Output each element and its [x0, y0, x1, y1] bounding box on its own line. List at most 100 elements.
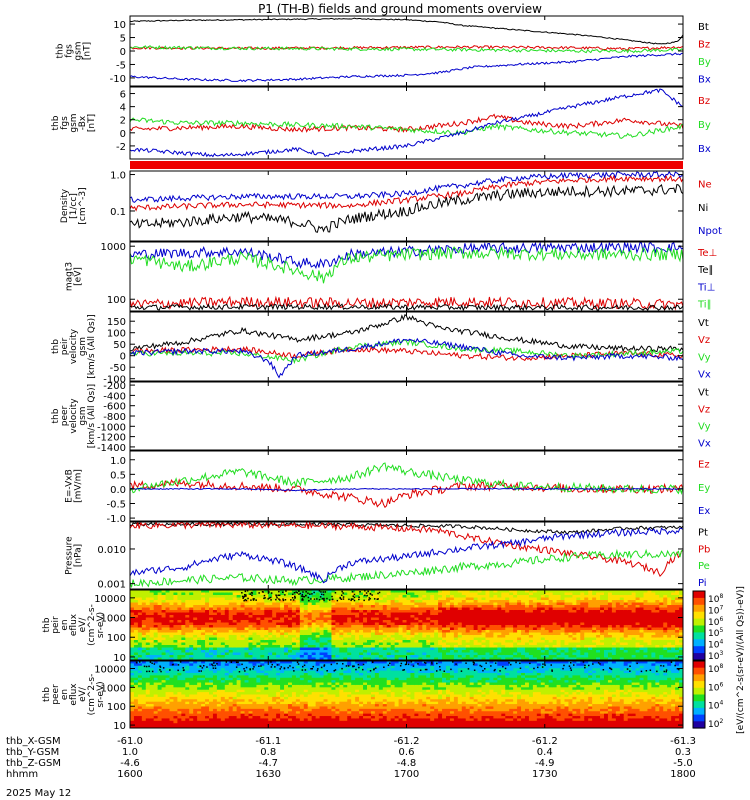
heatmap-cell: [422, 652, 427, 656]
heatmap-cell: [343, 592, 348, 596]
heatmap-cell: [489, 627, 494, 631]
heatmap-cell: [465, 652, 471, 656]
heatmap-cell: [268, 612, 273, 616]
heatmap-cell: [584, 602, 589, 606]
heatmap-cell: [165, 701, 170, 705]
heatmap-speckle: [320, 591, 322, 593]
heatmap-cell: [260, 622, 265, 626]
heatmap-cell: [232, 600, 238, 603]
heatmap-cell: [339, 642, 344, 646]
heatmap-cell: [205, 600, 210, 603]
heatmap-cell: [157, 635, 163, 638]
heatmap-cell: [493, 647, 498, 651]
heatmap-cell: [355, 652, 360, 656]
heatmap-cell: [232, 630, 238, 633]
heatmap-cell: [394, 612, 400, 616]
heatmap-cell: [378, 605, 384, 608]
heatmap-cell: [406, 637, 411, 641]
heatmap-cell: [592, 610, 597, 613]
heatmap-cell: [521, 592, 526, 596]
heatmap-cell: [481, 597, 486, 601]
heatmap-cell: [224, 642, 230, 646]
heatmap-cell: [671, 615, 676, 618]
heatmap-cell: [422, 627, 427, 631]
heatmap-cell: [367, 612, 372, 616]
heatmap-cell: [193, 720, 198, 724]
heatmap-cell: [477, 597, 483, 601]
heatmap-speckle: [278, 598, 280, 600]
heatmap-cell: [430, 650, 435, 653]
heatmap-cell: [386, 617, 392, 621]
heatmap-speckle: [277, 594, 280, 596]
heatmap-speckle: [242, 596, 245, 598]
heatmap-cell: [295, 625, 301, 628]
heatmap-speckle: [348, 598, 350, 601]
heatmap-cell: [355, 612, 360, 616]
heatmap-cell: [201, 701, 206, 705]
heatmap-cell: [655, 592, 660, 596]
heatmap-cell: [185, 708, 190, 712]
heatmap-cell: [430, 607, 435, 611]
heatmap-cell: [205, 635, 210, 638]
heatmap-cell: [473, 625, 479, 628]
heatmap-cell: [548, 652, 554, 656]
heatmap-cell: [663, 612, 668, 616]
heatmap-cell: [434, 590, 439, 593]
heatmap-cell: [513, 600, 518, 603]
heatmap-cell: [173, 647, 178, 651]
heatmap-cell: [631, 620, 637, 623]
heatmap-cell: [576, 622, 581, 626]
heatmap-cell: [323, 620, 328, 623]
heatmap-cell: [145, 600, 151, 603]
legend-entry: Pe: [698, 561, 710, 572]
heatmap-cell: [643, 612, 648, 616]
heatmap-cell: [220, 657, 226, 661]
heatmap-cell: [205, 647, 210, 651]
heatmap-cell: [675, 657, 680, 661]
heatmap-cell: [382, 642, 388, 646]
heatmap-cell: [264, 615, 269, 618]
heatmap-cell: [497, 600, 502, 603]
heatmap-cell: [623, 652, 629, 656]
heatmap-cell: [201, 652, 206, 656]
heatmap-cell: [295, 655, 301, 658]
heatmap-cell: [446, 640, 451, 643]
heatmap-cell: [659, 607, 664, 611]
legend-entry: Vx: [698, 370, 711, 381]
heatmap-cell: [517, 605, 522, 608]
heatmap-cell: [141, 647, 147, 651]
heatmap-cell: [197, 661, 202, 664]
heatmap-cell: [141, 663, 147, 667]
heatmap-cell: [157, 617, 163, 621]
heatmap-cell: [363, 637, 368, 641]
heatmap-cell: [355, 592, 360, 596]
heatmap-cell: [469, 642, 475, 646]
heatmap-cell: [489, 605, 494, 608]
heatmap-cell: [461, 605, 467, 608]
heatmap-cell: [260, 642, 265, 646]
heatmap-cell: [149, 605, 155, 608]
heatmap-cell: [343, 590, 348, 593]
heatmap-cell: [659, 612, 664, 616]
heatmap-cell: [145, 592, 151, 596]
heatmap-cell: [133, 602, 139, 606]
heatmap-cell: [639, 622, 644, 626]
heatmap-cell: [193, 630, 198, 633]
heatmap-cell: [264, 602, 269, 606]
heatmap-cell: [548, 655, 554, 658]
heatmap-cell: [418, 640, 423, 643]
heatmap-cell: [406, 627, 411, 631]
heatmap-cell: [564, 657, 569, 661]
heatmap-cell: [639, 612, 644, 616]
heatmap-speckle: [339, 597, 342, 600]
heatmap-cell: [244, 652, 249, 656]
heatmap-cell: [469, 640, 475, 643]
heatmap-cell: [220, 620, 226, 623]
heatmap-cell: [418, 602, 423, 606]
heatmap-cell: [556, 622, 562, 626]
heatmap-cell: [193, 627, 198, 631]
heatmap-cell: [335, 640, 340, 643]
heatmap-cell: [477, 655, 483, 658]
heatmap-cell: [288, 652, 293, 656]
